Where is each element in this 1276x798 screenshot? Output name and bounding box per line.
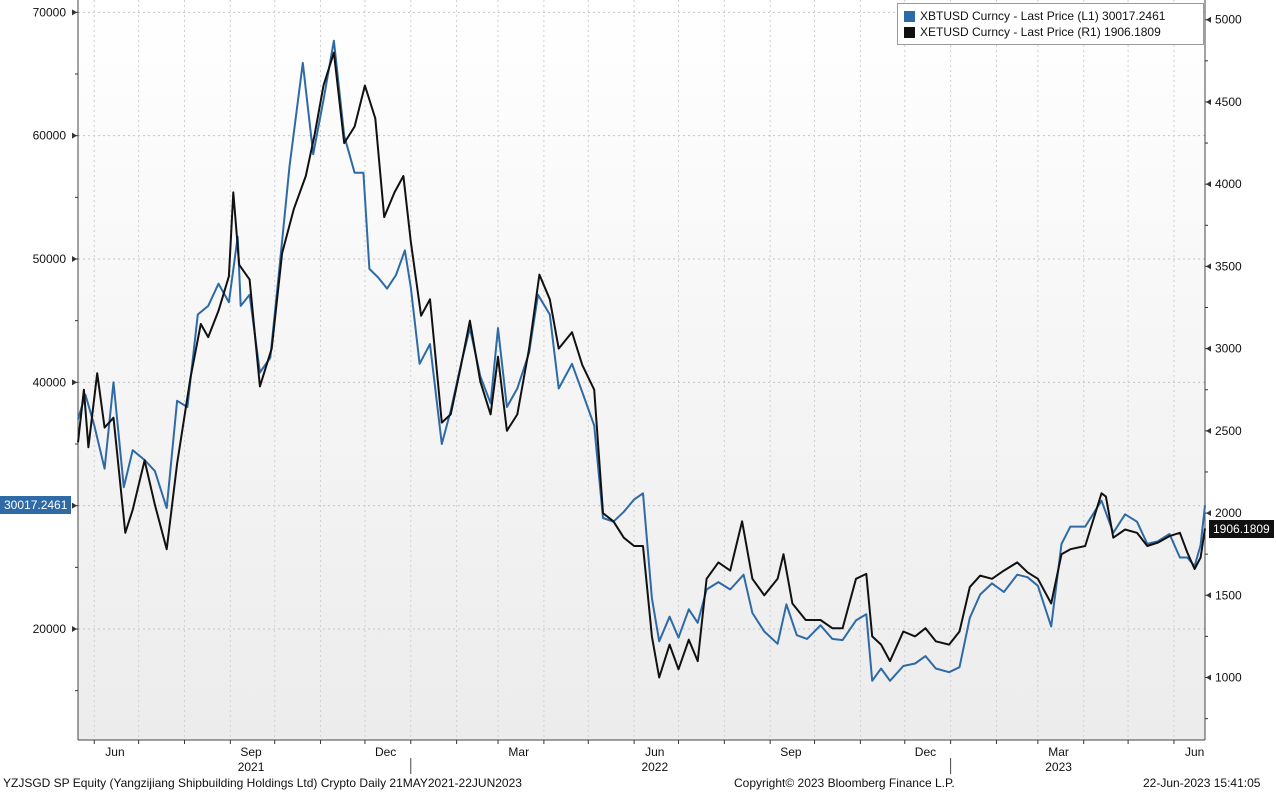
right-tick-arrow — [1206, 98, 1211, 105]
last-value-tag-right: 1906.1809 — [1209, 519, 1274, 538]
right-tick-label: 4000 — [1215, 177, 1242, 191]
left-axis-ticks: 20000 40000 50000 60000 70000 — [33, 5, 78, 692]
right-tick-label: 1500 — [1215, 588, 1242, 602]
left-tick-arrow — [72, 502, 77, 509]
x-month-label: Mar — [1048, 745, 1069, 759]
x-year-label: 2023 — [1045, 760, 1072, 774]
right-tick-label: 4500 — [1215, 95, 1242, 109]
legend-swatch-xetusd — [904, 26, 915, 38]
legend-item-xbtusd: XBTUSD Curncy - Last Price (L1) 30017.24… — [904, 8, 1203, 24]
right-tick-label: 1000 — [1215, 671, 1242, 685]
right-tick-arrow — [1206, 674, 1211, 681]
right-tick-arrow — [1206, 16, 1211, 23]
right-tick-label: 3500 — [1215, 259, 1242, 273]
series-line-xetusd — [77, 51, 1206, 679]
legend-swatch-xbtusd — [904, 10, 915, 22]
right-tick-arrow — [1206, 427, 1211, 434]
x-month-label: Jun — [645, 745, 664, 759]
x-month-label: Dec — [375, 745, 396, 759]
x-year-label: 2021 — [238, 760, 265, 774]
x-month-label: Sep — [780, 745, 802, 759]
x-month-label: Jun — [105, 745, 124, 759]
right-tick-label: 3000 — [1215, 342, 1242, 356]
footer-copyright: Copyright© 2023 Bloomberg Finance L.P. — [734, 776, 955, 790]
left-tick-label: 40000 — [33, 375, 67, 389]
right-tick-label: 2000 — [1215, 506, 1242, 520]
x-month-label: Jun — [1185, 745, 1204, 759]
left-tick-label: 50000 — [33, 252, 67, 266]
legend-label-xbtusd: XBTUSD Curncy - Last Price (L1) 30017.24… — [920, 9, 1166, 23]
x-axis-ticks: Jun Sep Dec Mar Jun Sep Dec Mar Jun 2021 2022 2023 — [93, 740, 1204, 774]
last-value-tag-left: 30017.2461 — [0, 496, 72, 515]
x-month-label: Dec — [915, 745, 936, 759]
footer-timestamp: 22-Jun-2023 15:41:05 — [1143, 776, 1261, 790]
legend: XBTUSD Curncy - Last Price (L1) 30017.24… — [897, 3, 1204, 45]
right-axis-ticks: 1000 1500 2000 2500 3000 3500 4000 4500 5000 — [1205, 13, 1242, 720]
legend-label-xetusd: XETUSD Curncy - Last Price (R1) 1906.180… — [920, 25, 1161, 39]
x-month-label: Mar — [508, 745, 529, 759]
left-tick-arrow — [72, 256, 77, 262]
left-tick-label: 20000 — [33, 622, 67, 636]
grid-lines — [78, 0, 1205, 740]
x-month-label: Sep — [240, 745, 262, 759]
legend-item-xetusd: XETUSD Curncy - Last Price (R1) 1906.180… — [904, 24, 1203, 40]
left-tick-label: 60000 — [33, 129, 67, 143]
right-tick-label: 5000 — [1215, 13, 1242, 27]
left-tick-arrow — [72, 9, 77, 16]
left-tick-label: 70000 — [33, 5, 67, 19]
right-tick-arrow — [1206, 181, 1211, 188]
left-tick-arrow — [72, 379, 77, 386]
left-tick-arrow — [72, 626, 77, 632]
right-tick-arrow — [1206, 592, 1211, 599]
left-tick-arrow — [72, 132, 77, 139]
footer-security-info: YZJSGD SP Equity (Yangzijiang Shipbuildi… — [3, 776, 522, 790]
plot-area — [78, 0, 1205, 740]
right-tick-arrow — [1206, 345, 1211, 352]
x-year-label: 2022 — [641, 760, 668, 774]
right-tick-arrow — [1206, 510, 1211, 517]
right-tick-arrow — [1206, 263, 1211, 270]
series-layer — [77, 39, 1206, 682]
right-tick-label: 2500 — [1215, 424, 1242, 438]
